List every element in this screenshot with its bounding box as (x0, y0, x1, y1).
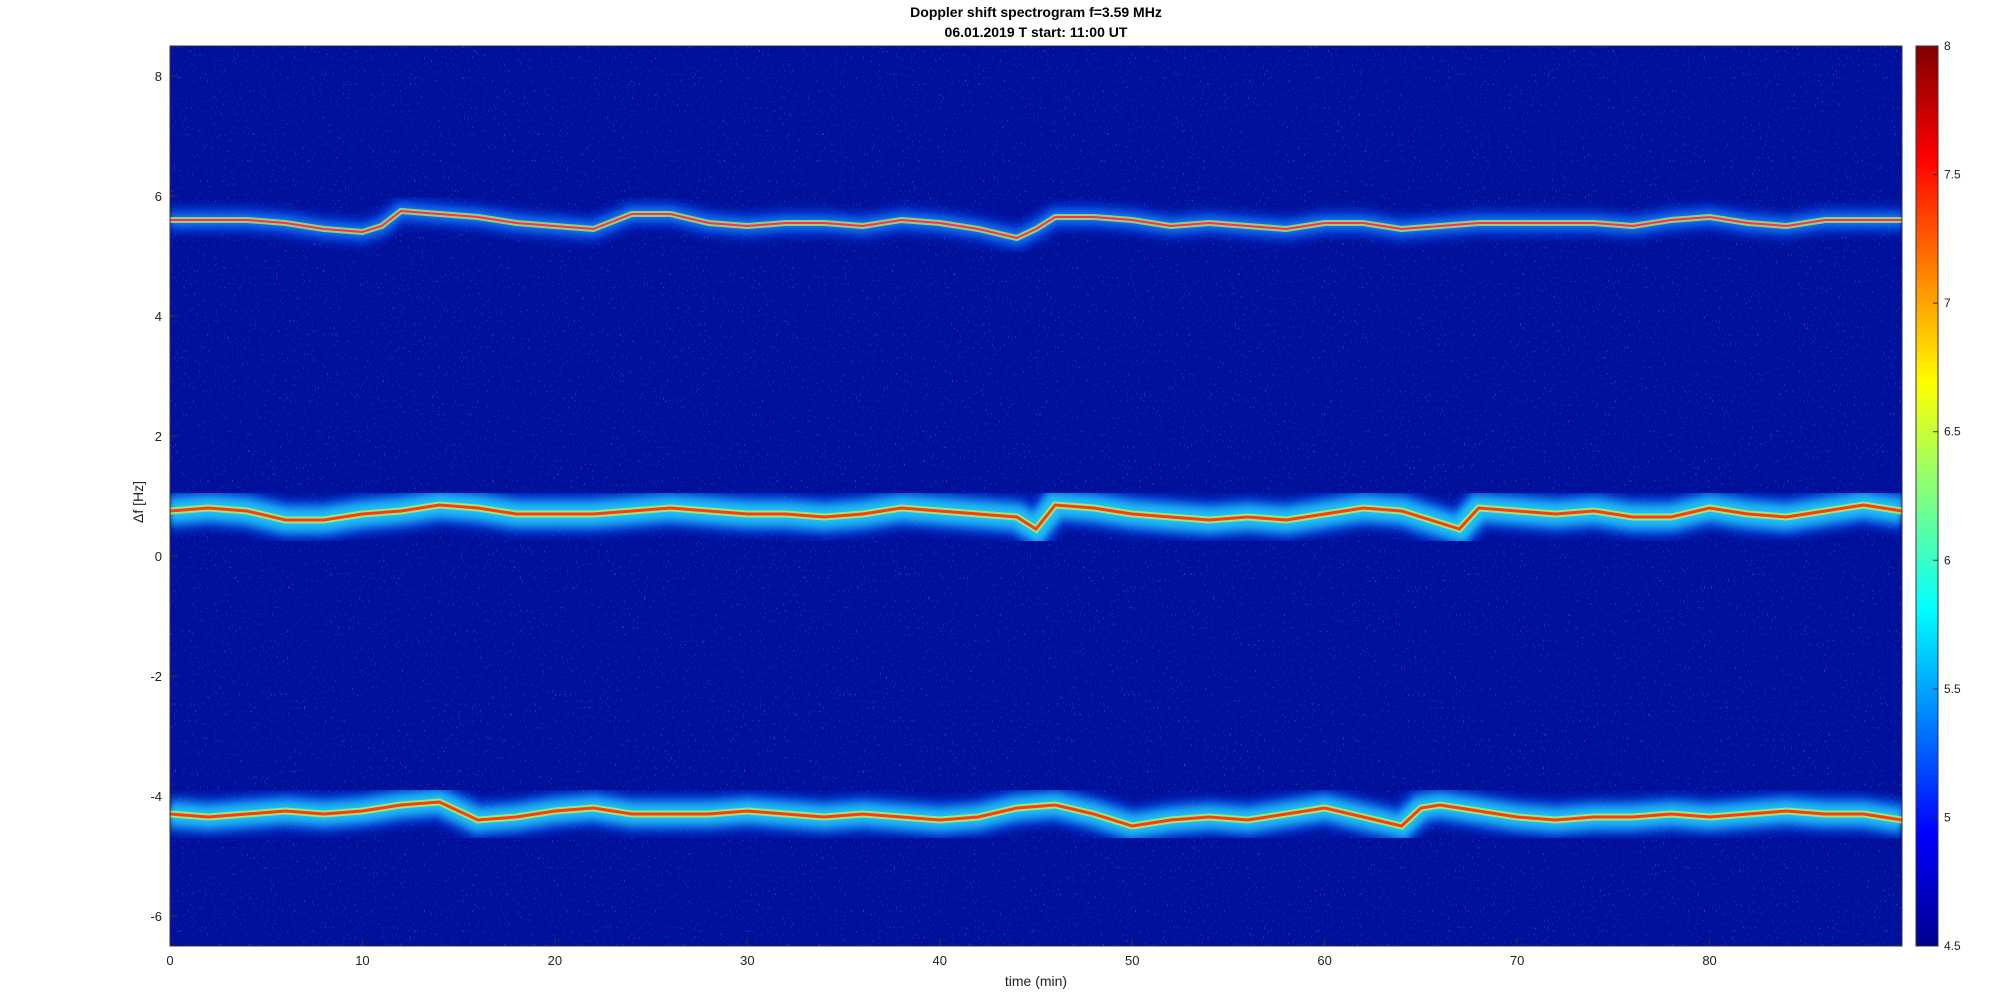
x-tick-label: 70 (1510, 953, 1524, 968)
x-tick-label: 40 (933, 953, 947, 968)
y-tick-label: -4 (150, 789, 162, 804)
y-axis-label: Δf [Hz] (130, 481, 146, 523)
y-tick-label: 6 (155, 189, 162, 204)
colorbar-tick-label: 6 (1944, 553, 1951, 567)
trace-1-line (170, 503, 1902, 531)
y-tick-label: 2 (155, 429, 162, 444)
colorbar-tick-label: 7 (1944, 296, 1951, 310)
x-tick-label: 50 (1125, 953, 1139, 968)
x-tick-label: 10 (355, 953, 369, 968)
colorbar-tick-label: 8 (1944, 39, 1951, 53)
colorbar-tick-label: 6.5 (1944, 425, 1961, 439)
chart-subtitle: 06.01.2019 T start: 11:00 UT (944, 24, 1128, 40)
y-tick-label: 0 (155, 549, 162, 564)
x-tick-label: 20 (548, 953, 562, 968)
colorbar-gradient (1915, 45, 1939, 947)
trace-0-line (170, 209, 1902, 240)
x-tick-label: 30 (740, 953, 754, 968)
x-tick-label: 0 (166, 953, 173, 968)
plot-frame (169, 45, 1903, 947)
chart-title: Doppler shift spectrogram f=3.59 MHz (910, 4, 1162, 20)
x-axis-label: time (min) (1005, 973, 1067, 989)
x-tick-label: 60 (1317, 953, 1331, 968)
colorbar-tick-label: 4.5 (1944, 939, 1961, 953)
colorbar-tick-label: 7.5 (1944, 168, 1961, 182)
colorbar-tick-label: 5.5 (1944, 682, 1961, 696)
y-tick-label: 4 (155, 309, 162, 324)
colorbar-tick-label: 5 (1944, 810, 1951, 824)
x-tick-label: 80 (1702, 953, 1716, 968)
y-tick-label: -6 (150, 909, 162, 924)
y-tick-label: 8 (155, 69, 162, 84)
y-tick-label: -2 (150, 669, 162, 684)
trace-2-line (170, 800, 1902, 828)
